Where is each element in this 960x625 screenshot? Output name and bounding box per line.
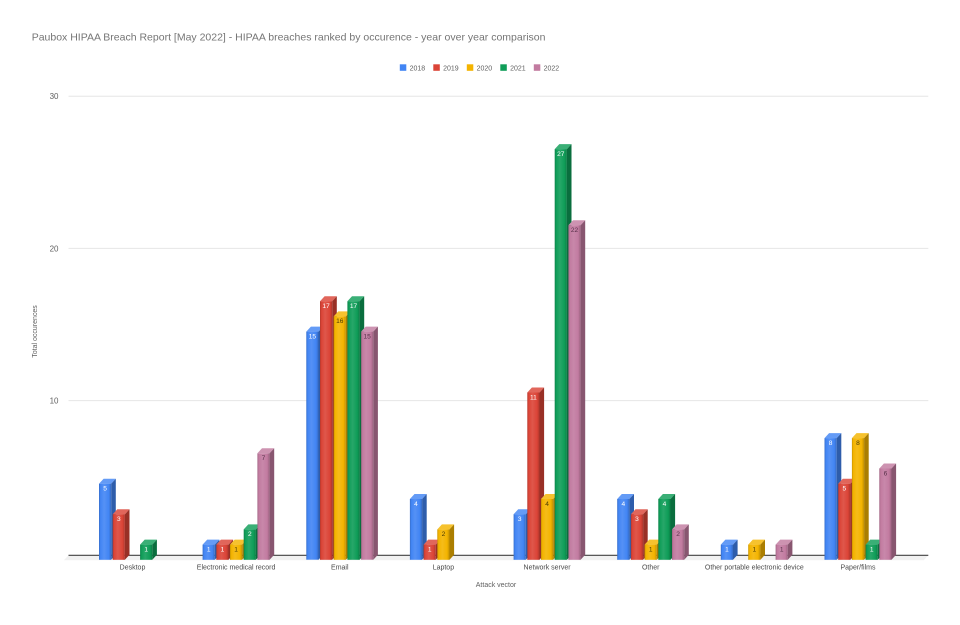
svg-text:5: 5 bbox=[103, 486, 107, 493]
svg-text:2: 2 bbox=[676, 531, 680, 538]
svg-text:2: 2 bbox=[442, 531, 446, 538]
svg-text:3: 3 bbox=[117, 516, 121, 523]
svg-text:1: 1 bbox=[780, 546, 784, 553]
svg-text:15: 15 bbox=[309, 333, 317, 340]
svg-text:10: 10 bbox=[50, 397, 59, 406]
svg-text:1: 1 bbox=[752, 546, 756, 553]
svg-text:17: 17 bbox=[322, 303, 330, 310]
svg-text:1: 1 bbox=[207, 546, 211, 553]
svg-text:1: 1 bbox=[649, 546, 653, 553]
svg-text:Paubox HIPAA Breach Report [Ma: Paubox HIPAA Breach Report [May 2022] - … bbox=[32, 32, 546, 44]
svg-text:Other portable electronic devi: Other portable electronic device bbox=[705, 565, 804, 572]
svg-text:2021: 2021 bbox=[510, 66, 526, 73]
svg-text:Laptop: Laptop bbox=[433, 565, 455, 572]
svg-text:16: 16 bbox=[336, 318, 344, 325]
svg-text:2: 2 bbox=[248, 531, 252, 538]
svg-text:22: 22 bbox=[571, 227, 579, 234]
svg-text:1: 1 bbox=[221, 546, 225, 553]
svg-text:5: 5 bbox=[842, 486, 846, 493]
svg-text:8: 8 bbox=[829, 440, 833, 447]
svg-text:Other: Other bbox=[642, 565, 660, 572]
svg-text:Email: Email bbox=[331, 565, 349, 572]
svg-text:15: 15 bbox=[364, 333, 372, 340]
svg-text:17: 17 bbox=[350, 303, 358, 310]
svg-text:11: 11 bbox=[530, 394, 537, 401]
svg-text:7: 7 bbox=[262, 455, 266, 462]
svg-text:Network server: Network server bbox=[524, 565, 572, 572]
svg-text:8: 8 bbox=[856, 440, 860, 447]
svg-text:30: 30 bbox=[50, 92, 59, 101]
svg-text:Total occurences: Total occurences bbox=[32, 305, 39, 358]
svg-text:Desktop: Desktop bbox=[120, 565, 146, 572]
svg-text:2018: 2018 bbox=[410, 66, 426, 73]
svg-text:1: 1 bbox=[144, 546, 148, 553]
svg-text:1: 1 bbox=[234, 546, 238, 553]
svg-text:1: 1 bbox=[725, 546, 729, 553]
svg-text:6: 6 bbox=[884, 470, 888, 477]
svg-text:2022: 2022 bbox=[544, 66, 560, 73]
svg-text:Attack vector: Attack vector bbox=[476, 582, 517, 589]
svg-text:4: 4 bbox=[621, 501, 625, 508]
svg-text:3: 3 bbox=[635, 516, 639, 523]
svg-text:1: 1 bbox=[428, 546, 432, 553]
svg-text:27: 27 bbox=[557, 151, 565, 158]
svg-text:20: 20 bbox=[50, 244, 59, 253]
svg-text:2020: 2020 bbox=[477, 66, 493, 73]
svg-text:1: 1 bbox=[870, 546, 874, 553]
svg-text:4: 4 bbox=[663, 501, 667, 508]
svg-text:Electronic medical record: Electronic medical record bbox=[197, 565, 276, 572]
svg-text:4: 4 bbox=[414, 501, 418, 508]
svg-text:Paper/films: Paper/films bbox=[840, 565, 876, 572]
svg-text:2019: 2019 bbox=[443, 66, 459, 73]
svg-text:4: 4 bbox=[545, 501, 549, 508]
svg-text:3: 3 bbox=[518, 516, 522, 523]
